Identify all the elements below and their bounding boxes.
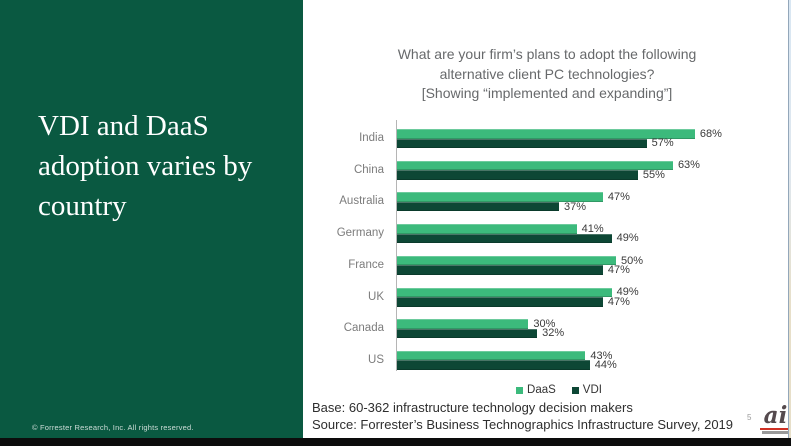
chart-title: What are your firm’s plans to adopt the … — [303, 45, 791, 104]
category-label: China — [353, 163, 384, 176]
legend-label: DaaS — [527, 384, 556, 396]
legend-swatch — [516, 386, 524, 394]
bar-line: 44% — [397, 359, 617, 372]
bar-daas — [397, 160, 673, 171]
bar-line: 49% — [397, 286, 639, 299]
bar-value-label: 63% — [677, 159, 700, 172]
bar-group: 47% 37% — [397, 191, 630, 213]
bar-line: 57% — [397, 137, 722, 150]
category-label: Canada — [343, 322, 384, 335]
bar-value-label: 32% — [542, 327, 565, 340]
legend-item-daas: DaaS — [516, 384, 556, 396]
bar-value-label: 37% — [564, 200, 587, 213]
chart-panel: What are your firm’s plans to adopt the … — [303, 0, 791, 438]
category-label: US — [368, 353, 384, 366]
bar-line: 68% — [397, 127, 722, 140]
bar-daas — [397, 192, 603, 202]
bar-vdi — [397, 265, 603, 275]
bar-line: 63% — [397, 159, 700, 172]
bar-daas — [397, 350, 586, 361]
legend-label: VDI — [582, 384, 602, 396]
category-label: Germany — [336, 227, 384, 240]
bar-vdi — [397, 233, 612, 244]
chart-title-line: alternative client PC technologies? — [439, 65, 655, 82]
chart-title-line: What are your firm’s plans to adopt the … — [397, 46, 697, 62]
bar-daas — [397, 287, 612, 297]
bar-vdi — [397, 138, 647, 148]
bar-vdi — [397, 297, 603, 307]
slide-title-line: country — [38, 190, 127, 222]
bottom-screen-bar — [0, 438, 791, 446]
bar-daas — [397, 224, 577, 234]
bar-daas — [397, 129, 695, 139]
bar-vdi — [397, 170, 638, 180]
bar-value-label: 43% — [590, 349, 613, 362]
bar-line: 47% — [397, 264, 643, 277]
plot-area: 68% 57% 63% 55% 47% 37% 41% 49% 50% 47% 49% 47% 30% 3… — [396, 120, 788, 371]
bar-group: 50% 47% — [397, 254, 644, 277]
bar-line: 41% — [397, 222, 639, 235]
site-logo: ai — [760, 402, 791, 434]
bar-value-label: 55% — [642, 168, 665, 181]
copyright-text: © Forrester Research, Inc. All rights re… — [32, 423, 194, 432]
bar-value-label: 47% — [607, 264, 630, 277]
bar-line: 43% — [397, 349, 617, 362]
bar-daas — [397, 319, 529, 329]
bar-value-label: 47% — [607, 191, 630, 204]
bar-group: 68% 57% — [397, 127, 722, 150]
bar-value-label: 44% — [594, 359, 617, 372]
bar-vdi — [397, 201, 560, 212]
bar-group: 63% 55% — [397, 159, 700, 181]
left-panel: VDI and DaaS adoption varies by country … — [0, 0, 303, 438]
bar-value-label: 49% — [616, 286, 639, 299]
bar-line: 47% — [397, 295, 639, 308]
category-label: UK — [368, 290, 384, 303]
page-number: 5 — [747, 413, 752, 422]
ai-logo-text: ai — [763, 402, 788, 429]
bar-value-label: 57% — [651, 137, 674, 150]
category-label: Australia — [339, 195, 384, 208]
bar-value-label: 41% — [581, 222, 604, 235]
bar-group: 49% 47% — [397, 286, 639, 308]
bar-value-label: 68% — [699, 127, 722, 140]
bar-value-label: 30% — [533, 317, 556, 330]
bar-line: 55% — [397, 168, 700, 181]
bar-group: 41% 49% — [397, 222, 639, 245]
bar-line: 50% — [397, 254, 644, 267]
footer-base: Base: 60-362 infrastructure technology d… — [312, 400, 633, 415]
chart-title-line: [Showing “implemented and expanding”] — [421, 85, 673, 101]
bar-value-label: 50% — [621, 254, 644, 267]
slide-title: VDI and DaaS adoption varies by country — [38, 106, 252, 226]
legend-item-vdi: VDI — [571, 384, 602, 396]
logo-red-bar — [760, 428, 791, 430]
bar-line: 32% — [397, 327, 565, 340]
chart-legend: DaaS VDI — [363, 384, 755, 396]
bar-vdi — [397, 328, 538, 339]
category-label: France — [348, 258, 384, 271]
logo-micro-text — [762, 431, 789, 434]
slide-title-line: VDI and DaaS — [38, 110, 209, 142]
bar-group: 43% 44% — [397, 349, 617, 372]
bar-vdi — [397, 360, 590, 370]
bar-value-label: 47% — [607, 295, 630, 308]
bar-group: 30% 32% — [397, 317, 565, 340]
footer-source: Source: Forrester’s Business Technograph… — [312, 417, 734, 432]
right-edge-strip — [788, 0, 791, 438]
category-label: India — [359, 132, 384, 144]
slide-title-line: adoption varies by — [38, 150, 253, 182]
category-labels: India China Australia Germany France UK Canada… — [303, 120, 390, 371]
bar-line: 30% — [397, 317, 564, 330]
bar-value-label: 49% — [616, 232, 639, 245]
legend-swatch — [571, 386, 579, 394]
bar-line: 49% — [397, 232, 639, 245]
bar-daas — [397, 255, 616, 266]
bar-line: 37% — [397, 200, 630, 213]
bar-line: 47% — [397, 191, 630, 204]
